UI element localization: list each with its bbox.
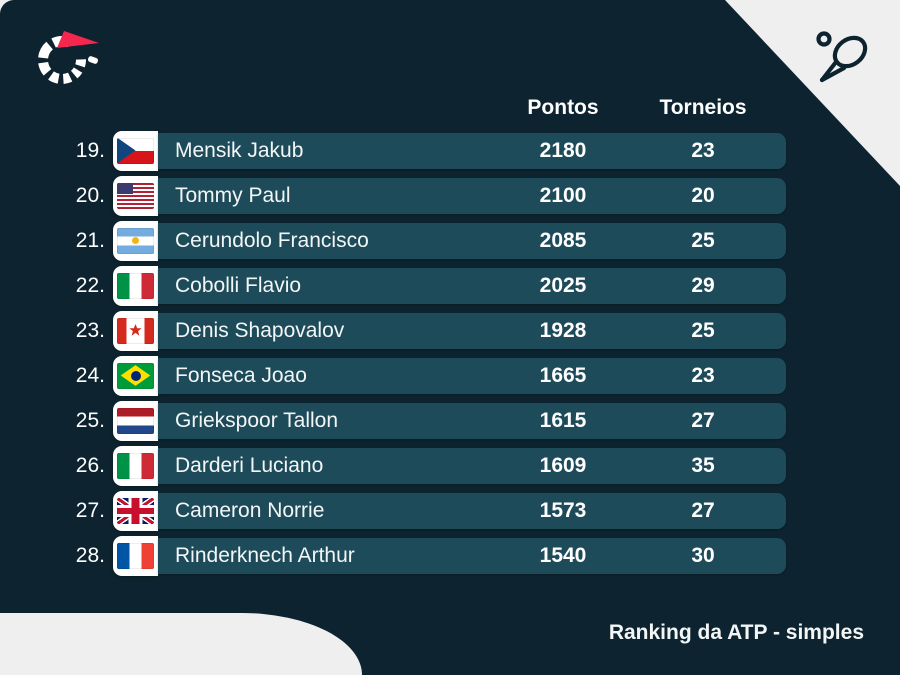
usa-flag-icon [117,182,154,209]
rank-number: 19. [75,138,105,162]
ranking-rows: 19. Mensik Jakub 2180 23 20. Tommy Paul … [0,128,900,578]
can-flag-icon [117,317,154,344]
points-value: 2180 [539,138,587,162]
points-value: 1665 [539,363,587,387]
player-name: Darderi Luciano [175,453,324,477]
player-name: Denis Shapovalov [175,318,345,342]
ita-flag-icon [117,452,154,479]
rank-number: 21. [75,228,105,252]
flag-box [113,445,158,486]
tournaments-value: 29 [691,273,715,297]
points-value: 1573 [539,498,587,522]
ranking-row[interactable]: 19. Mensik Jakub 2180 23 [0,128,900,173]
rank-number: 26. [75,453,105,477]
tournaments-column-header: Torneios [659,96,747,119]
ranking-row[interactable]: 25. Griekspoor Tallon 1615 27 [0,398,900,443]
flag-box [113,400,158,441]
tournaments-value: 20 [691,183,715,207]
flag-box [113,355,158,396]
player-name: Cerundolo Francisco [175,228,369,252]
footer-caption: Ranking da ATP - simples [608,621,864,644]
rank-number: 24. [75,363,105,387]
flag-box [113,490,158,531]
tournaments-value: 25 [691,228,715,252]
points-value: 2025 [539,273,587,297]
ranking-row[interactable]: 26. Darderi Luciano 1609 35 [0,443,900,488]
rank-number: 23. [75,318,105,342]
player-bar: Cerundolo Francisco 2085 25 [158,222,786,259]
ranking-row[interactable]: 22. Cobolli Flavio 2025 29 [0,263,900,308]
ranking-row[interactable]: 23. Denis Shapovalov 1928 25 [0,308,900,353]
flag-box [113,220,158,261]
bottom-left-corner-shape [0,613,362,675]
ranking-row[interactable]: 20. Tommy Paul 2100 20 [0,173,900,218]
gbr-flag-icon [117,497,154,524]
points-value: 1540 [539,543,587,567]
ranking-row[interactable]: 21. Cerundolo Francisco 2085 25 [0,218,900,263]
points-value: 1609 [539,453,587,477]
ita-flag-icon [117,272,154,299]
tournaments-value: 23 [691,138,715,162]
player-name: Cameron Norrie [175,498,325,522]
points-value: 2085 [539,228,587,252]
points-value: 1615 [539,408,587,432]
player-bar: Denis Shapovalov 1928 25 [158,312,786,349]
player-name: Tommy Paul [175,183,291,207]
rank-number: 20. [75,183,105,207]
points-value: 2100 [539,183,587,207]
ranking-row[interactable]: 28. Rinderknech Arthur 1540 30 [0,533,900,578]
tennis-racket-icon [816,31,868,83]
table-header: Pontos Torneios [158,96,786,120]
player-name: Rinderknech Arthur [175,543,355,567]
flag-box [113,310,158,351]
rank-number: 25. [75,408,105,432]
player-bar: Tommy Paul 2100 20 [158,177,786,214]
tournaments-value: 23 [691,363,715,387]
tournaments-value: 30 [691,543,715,567]
flag-box [113,265,158,306]
ranking-row[interactable]: 27. Cameron Norrie 1573 27 [0,488,900,533]
bra-flag-icon [117,362,154,389]
ranking-row[interactable]: 24. Fonseca Joao 1665 23 [0,353,900,398]
ned-flag-icon [117,407,154,434]
rank-number: 22. [75,273,105,297]
points-column-header: Pontos [527,96,599,119]
flag-box [113,130,158,171]
player-bar: Mensik Jakub 2180 23 [158,132,786,169]
sofascore-logo-icon [38,31,99,84]
cze-flag-icon [117,137,154,164]
player-name: Cobolli Flavio [175,273,302,297]
tournaments-value: 27 [691,408,715,432]
tournaments-value: 35 [691,453,715,477]
player-bar: Griekspoor Tallon 1615 27 [158,402,786,439]
player-bar: Cameron Norrie 1573 27 [158,492,786,529]
rank-number: 27. [75,498,105,522]
points-value: 1928 [539,318,587,342]
player-bar: Darderi Luciano 1609 35 [158,447,786,484]
player-name: Mensik Jakub [175,138,304,162]
tournaments-value: 27 [691,498,715,522]
player-bar: Fonseca Joao 1665 23 [158,357,786,394]
player-name: Fonseca Joao [175,363,307,387]
tournaments-value: 25 [691,318,715,342]
fra-flag-icon [117,542,154,569]
flag-box [113,535,158,576]
player-name: Griekspoor Tallon [175,408,339,432]
arg-flag-icon [117,227,154,254]
player-bar: Rinderknech Arthur 1540 30 [158,537,786,574]
player-bar: Cobolli Flavio 2025 29 [158,267,786,304]
rank-number: 28. [75,543,105,567]
flag-box [113,175,158,216]
